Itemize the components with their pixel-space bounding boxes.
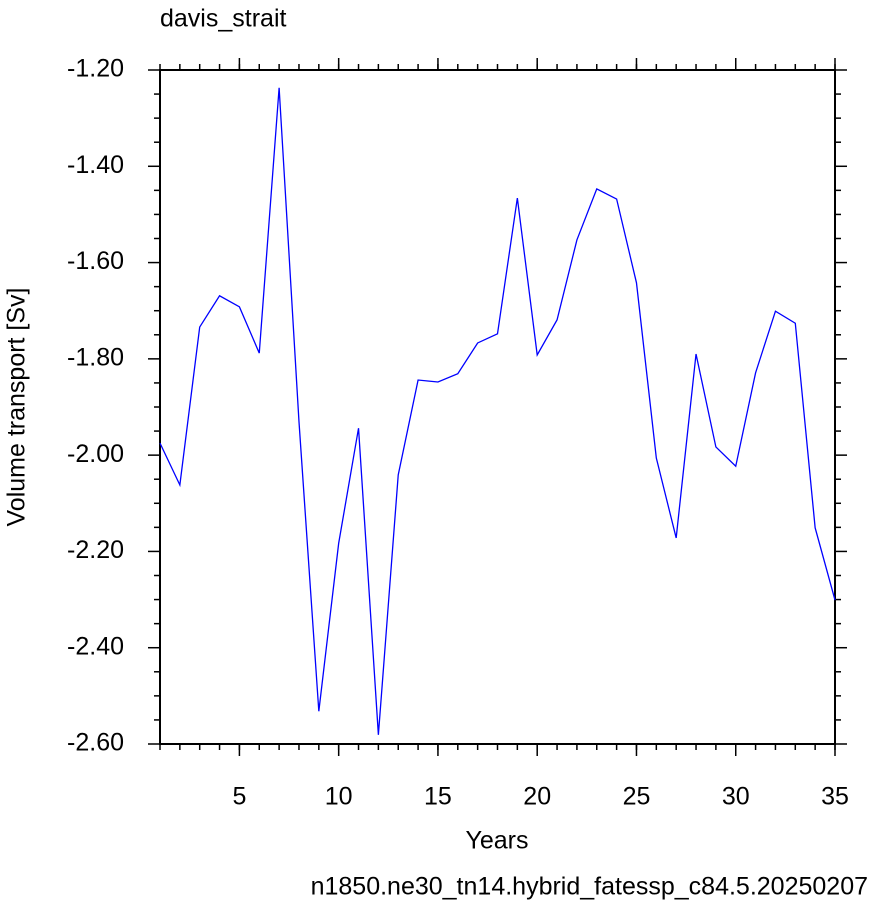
x-tick-label: 35 [821,783,849,811]
x-tick-label: 5 [232,783,246,811]
x-tick-label: 15 [424,783,452,811]
x-tick-label: 20 [523,783,551,811]
subtitle: n1850.ne30_tn14.hybrid_fatessp_c84.5.202… [311,873,868,901]
x-tick-label: 25 [623,783,651,811]
x-tick-label: 10 [325,783,353,811]
chart-title: davis_strait [160,5,286,33]
y-tick-label: -2.40 [67,632,124,660]
plot-frame [159,69,836,745]
y-tick-label: -1.20 [67,55,124,83]
y-tick-label: -2.60 [67,729,124,757]
y-tick-label: -1.60 [67,247,124,275]
y-axis-label: Volume transport [Sv] [3,287,31,526]
x-tick-label: 30 [722,783,750,811]
y-tick-label: -2.20 [67,536,124,564]
y-tick-label: -1.40 [67,151,124,179]
y-tick-label: -2.00 [67,440,124,468]
x-axis-label: Years [465,827,528,855]
data-line [159,87,836,735]
y-tick-label: -1.80 [67,343,124,371]
